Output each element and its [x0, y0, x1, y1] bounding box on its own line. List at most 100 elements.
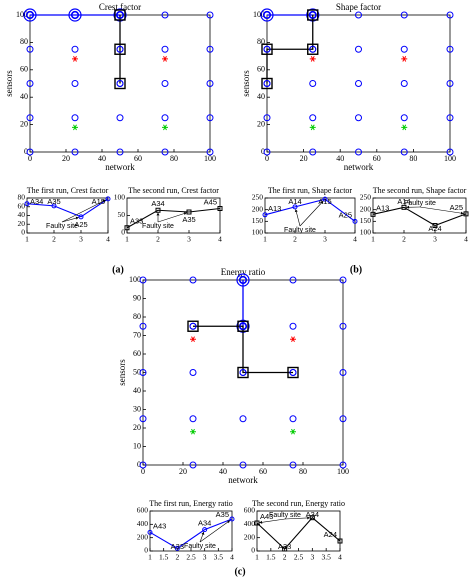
caption: (b) [350, 264, 362, 275]
point [26, 45, 34, 53]
y-axis-label: sensors [117, 359, 127, 386]
y-tick-label: 100 [360, 228, 372, 237]
point [206, 148, 214, 156]
point [400, 114, 408, 122]
point [206, 45, 214, 53]
arrow-head [201, 532, 205, 535]
y-tick-label: 60 [20, 65, 28, 74]
x-tick-label: 2 [156, 235, 160, 244]
point-core [263, 80, 271, 87]
point-core [263, 45, 271, 53]
point [116, 114, 124, 122]
point [339, 276, 347, 284]
arrow-head [320, 200, 324, 204]
arrow-head [406, 205, 410, 209]
y-tick-label: 100 [114, 193, 126, 202]
point [26, 114, 34, 122]
arrow [299, 200, 324, 227]
point [339, 415, 347, 423]
ring-outer [68, 8, 82, 22]
annotation: Faulty site [404, 200, 436, 207]
arrow [61, 199, 106, 223]
x-tick-label: 3.5 [214, 553, 224, 562]
point [400, 45, 408, 53]
point-label: A25 [450, 203, 463, 212]
arrow-head [75, 216, 79, 220]
series-line [264, 198, 356, 222]
y-tick-label: 0 [251, 546, 255, 555]
point-core [289, 369, 297, 376]
point [309, 124, 316, 131]
point-label: A24 [428, 224, 441, 233]
path-line [193, 325, 293, 374]
point [161, 80, 169, 87]
point-label: A43 [153, 521, 166, 530]
series-line [126, 207, 221, 229]
y-tick-label: 250 [252, 193, 264, 202]
point [114, 77, 126, 90]
point-label: A45 [204, 197, 217, 206]
chart-title: The first run, Crest factor [27, 186, 109, 195]
chart: 0 20 40 60 80 100 0 20 40 60 80 100 Shape factor netw… [241, 2, 456, 172]
x-tick-label: 1 [125, 235, 129, 244]
x-axis-label: network [228, 475, 258, 485]
point [162, 55, 168, 62]
point [114, 43, 126, 55]
point-label: A35 [47, 197, 60, 206]
y-tick-label: 250 [360, 193, 372, 202]
x-tick-label: 2 [175, 553, 179, 562]
arrow-head [307, 516, 310, 520]
point [206, 11, 214, 19]
point [161, 45, 169, 53]
point [190, 428, 196, 435]
point [190, 336, 196, 343]
y-tick-label: 200 [244, 532, 256, 541]
point [189, 415, 197, 423]
y-tick-label: 50 [133, 367, 141, 376]
point [309, 148, 317, 156]
point [355, 45, 362, 53]
arrow [157, 212, 187, 223]
x-tick-label: 0 [28, 154, 32, 163]
x-tick-label: 40 [336, 154, 344, 163]
x-tick-label: 1 [25, 235, 29, 244]
chart-title: The first run, Energy ratio [149, 499, 233, 508]
point [309, 114, 317, 122]
y-tick-label: 100 [253, 10, 265, 19]
point [307, 9, 319, 21]
y-tick-label: 20 [257, 119, 265, 128]
point [239, 415, 247, 423]
x-tick-label: 3 [310, 553, 314, 562]
point [71, 80, 79, 87]
x-tick-label: 1.5 [159, 553, 169, 562]
point [446, 11, 454, 19]
y-tick-label: 20 [18, 219, 26, 228]
point [263, 148, 271, 156]
x-tick-label: 4 [338, 553, 342, 562]
point-label: A35 [182, 215, 195, 224]
point-core [189, 322, 197, 330]
point [282, 546, 288, 552]
ring-outer [260, 8, 274, 22]
point-core [239, 322, 247, 330]
series-line [149, 518, 233, 549]
plot-frame [264, 197, 356, 234]
chart-title: The second run, Energy ratio [252, 499, 345, 508]
x-tick-label: 1 [371, 235, 375, 244]
point [105, 196, 111, 202]
point-label: A24 [324, 530, 337, 539]
point [401, 124, 408, 131]
y-tick-label: 0 [121, 228, 125, 237]
point [355, 148, 362, 156]
point [337, 538, 343, 544]
y-tick-label: 0 [261, 147, 265, 156]
point [309, 515, 315, 521]
point [162, 124, 168, 131]
y-tick-label: 30 [133, 404, 141, 413]
arrow [284, 517, 310, 520]
arrow-head [156, 212, 160, 216]
point [161, 148, 169, 156]
